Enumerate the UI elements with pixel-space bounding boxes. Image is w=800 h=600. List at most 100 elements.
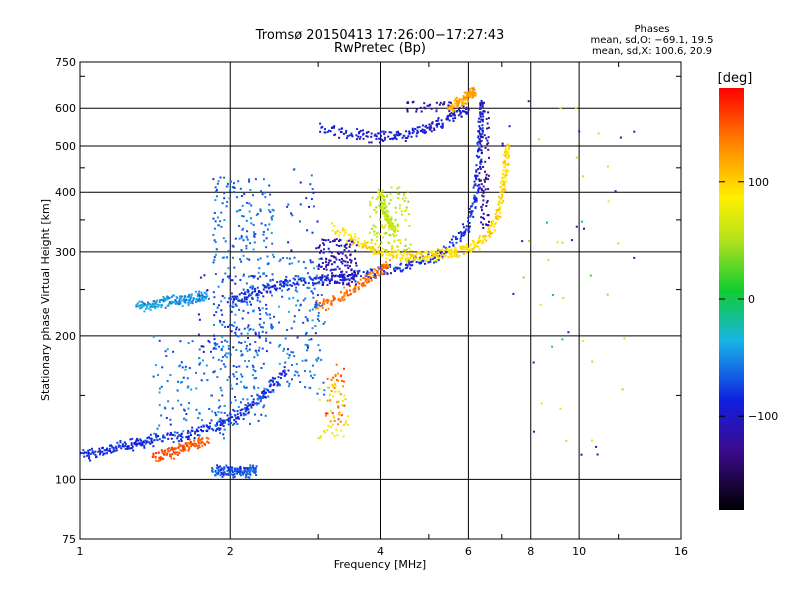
data-point [415, 108, 418, 111]
data-point [382, 264, 385, 267]
data-point [232, 408, 235, 411]
data-point [184, 365, 187, 368]
data-point [484, 223, 487, 226]
data-point [411, 101, 414, 104]
data-point [174, 300, 177, 303]
data-point [167, 437, 170, 440]
data-point [226, 200, 229, 203]
data-point [386, 221, 389, 223]
data-point [240, 354, 243, 357]
data-point [256, 277, 259, 280]
data-point [498, 195, 500, 198]
data-point [259, 400, 262, 403]
data-point [330, 268, 333, 271]
data-point [219, 465, 221, 468]
data-point [337, 418, 340, 421]
data-point [141, 303, 144, 306]
data-point [372, 271, 375, 274]
data-point [455, 254, 458, 256]
data-point [294, 289, 297, 292]
data-point [292, 282, 295, 285]
data-point [105, 449, 108, 452]
data-point [213, 338, 216, 341]
data-point [402, 268, 405, 271]
data-point [340, 429, 343, 432]
data-point [415, 252, 418, 255]
data-point [332, 385, 335, 388]
data-point [247, 476, 250, 479]
data-point [359, 278, 362, 281]
data-point [319, 305, 322, 308]
data-point [213, 212, 216, 214]
data-point [497, 218, 500, 221]
data-point [253, 235, 256, 238]
data-point [345, 247, 348, 250]
data-point [330, 304, 333, 306]
data-point [236, 416, 239, 419]
data-point [267, 263, 270, 266]
data-point [448, 119, 451, 122]
data-point [606, 293, 609, 296]
data-point [158, 404, 161, 407]
data-point [130, 443, 133, 446]
data-point [284, 361, 287, 364]
data-point [395, 138, 398, 141]
data-point [462, 226, 465, 229]
data-point [402, 254, 405, 257]
data-point [477, 149, 480, 152]
data-point [253, 472, 256, 474]
y-tick-label: 750 [55, 56, 76, 69]
data-point [176, 435, 179, 438]
data-point [351, 243, 354, 246]
data-point [219, 220, 221, 223]
data-point [467, 220, 469, 223]
data-point [397, 266, 400, 269]
data-point [265, 337, 267, 340]
data-point [437, 250, 440, 253]
data-point [409, 264, 412, 267]
data-point [420, 110, 423, 113]
data-point [283, 283, 286, 286]
data-point [287, 385, 290, 388]
data-point [248, 476, 251, 479]
data-point [354, 257, 356, 260]
data-point [502, 176, 505, 179]
data-point [343, 279, 346, 282]
data-point [323, 275, 326, 278]
data-point [472, 215, 475, 218]
data-point [435, 258, 438, 261]
data-point [180, 440, 183, 442]
data-point [203, 299, 206, 302]
data-point [216, 188, 218, 191]
data-point [160, 306, 163, 308]
data-point [453, 110, 456, 113]
data-point [389, 219, 392, 222]
data-point [302, 284, 305, 286]
data-point [135, 444, 138, 447]
data-point [285, 373, 288, 376]
data-point [463, 102, 466, 105]
data-point [368, 277, 371, 280]
data-point [302, 299, 305, 302]
data-point [377, 250, 380, 253]
data-point [401, 256, 404, 259]
data-point [115, 445, 118, 448]
data-point [411, 260, 414, 263]
data-point [343, 298, 346, 301]
data-point [397, 197, 400, 200]
data-point [326, 399, 329, 402]
data-point [355, 275, 358, 278]
data-point [456, 256, 459, 259]
data-point [245, 409, 248, 412]
data-point [487, 188, 490, 191]
data-point [253, 402, 256, 405]
data-point [222, 425, 225, 428]
data-point [475, 200, 478, 203]
data-point [385, 232, 388, 235]
data-point [314, 325, 317, 328]
data-point [333, 434, 336, 437]
data-point [312, 292, 314, 295]
data-point [170, 437, 173, 440]
data-point [221, 256, 224, 259]
data-point [146, 440, 149, 443]
